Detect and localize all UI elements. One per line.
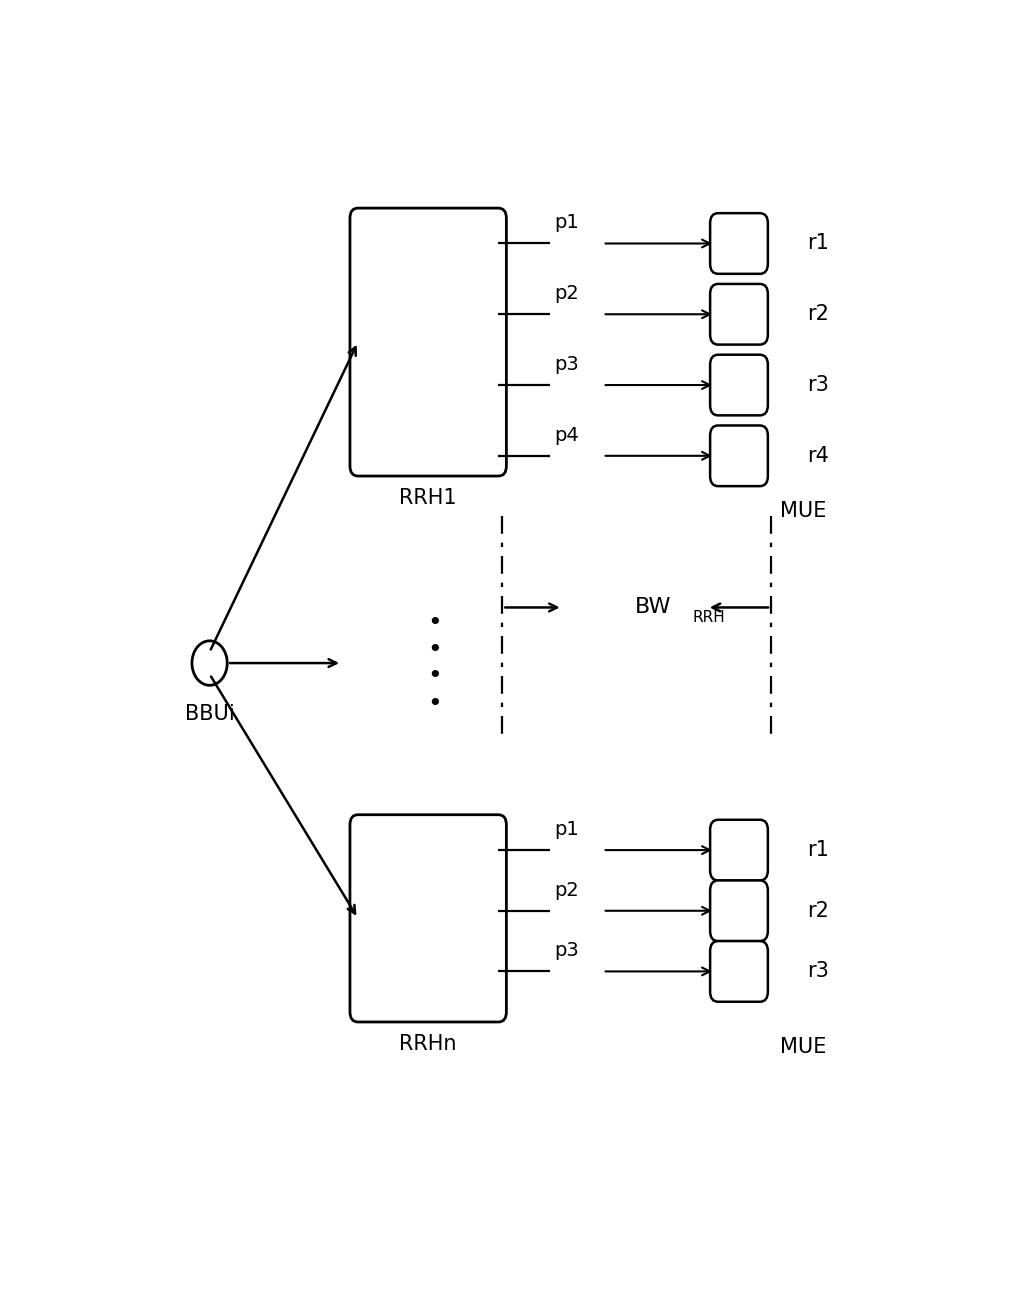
Text: RRH: RRH — [692, 611, 726, 625]
Text: p3: p3 — [555, 941, 580, 960]
FancyBboxPatch shape — [710, 881, 768, 941]
Text: r2: r2 — [807, 305, 829, 324]
Text: RRHn: RRHn — [400, 1035, 456, 1054]
Text: p4: p4 — [555, 425, 580, 445]
Text: BBUi: BBUi — [184, 704, 235, 723]
Text: r4: r4 — [807, 446, 829, 466]
Text: p1: p1 — [555, 821, 580, 839]
FancyBboxPatch shape — [710, 819, 768, 881]
Text: r2: r2 — [807, 901, 829, 920]
Text: MUE: MUE — [780, 1037, 826, 1057]
Text: r1: r1 — [807, 840, 829, 860]
Text: p2: p2 — [555, 881, 580, 899]
Text: r3: r3 — [807, 961, 829, 981]
Text: •: • — [426, 611, 442, 634]
Text: MUE: MUE — [780, 502, 826, 521]
FancyBboxPatch shape — [350, 207, 506, 477]
Text: •: • — [426, 692, 442, 716]
Text: •: • — [426, 638, 442, 662]
FancyBboxPatch shape — [710, 284, 768, 344]
Text: p3: p3 — [555, 355, 580, 374]
FancyBboxPatch shape — [710, 213, 768, 274]
Text: RRH1: RRH1 — [400, 488, 457, 508]
Text: •: • — [426, 664, 442, 688]
FancyBboxPatch shape — [710, 355, 768, 415]
Text: r3: r3 — [807, 376, 829, 395]
FancyBboxPatch shape — [710, 941, 768, 1002]
Text: p2: p2 — [555, 284, 580, 303]
FancyBboxPatch shape — [710, 425, 768, 486]
FancyBboxPatch shape — [350, 814, 506, 1022]
Text: BW: BW — [634, 597, 672, 617]
Text: r1: r1 — [807, 234, 829, 253]
Text: p1: p1 — [555, 214, 580, 232]
